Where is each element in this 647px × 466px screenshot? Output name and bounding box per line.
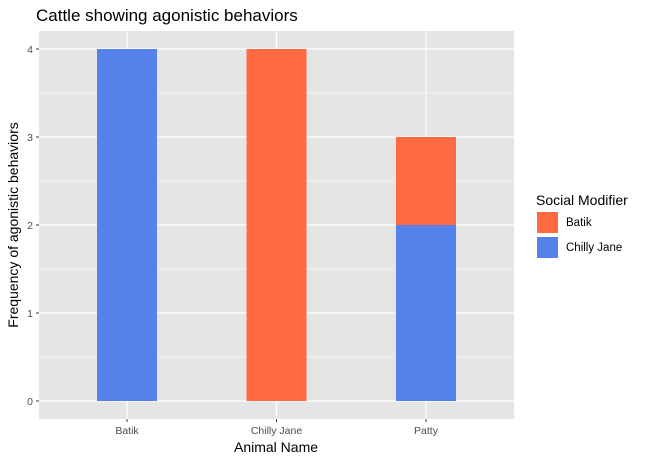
axes: 0 1 2 3 4 Batik Chilly Jane Patty [27,44,439,437]
x-axis-title: Animal Name [234,439,318,455]
legend-title: Social Modifier [536,192,628,208]
legend-label: Batik [566,217,592,229]
y-tick-label: 0 [27,396,33,408]
bar [396,225,456,401]
chart-title: Cattle showing agonistic behaviors [36,6,298,25]
legend-label: Chilly Jane [566,242,622,254]
y-tick-label: 2 [27,220,33,232]
y-tick-label: 3 [27,132,33,144]
x-tick-label: Batik [115,425,139,437]
bar [396,137,456,225]
y-tick-label: 4 [27,44,33,56]
legend-swatch [537,212,558,233]
x-tick-label: Chilly Jane [251,425,303,437]
legend-swatch [537,237,558,258]
bars [97,49,456,401]
legend-entries: Batik Chilly Jane [537,212,622,258]
legend: Social Modifier Batik Chilly Jane [536,192,628,258]
bar [97,49,157,401]
bar [246,49,307,401]
x-tick-label: Patty [414,425,439,437]
y-axis-title: Frequency of agonistic behaviors [5,122,21,327]
y-tick-label: 1 [27,308,33,320]
